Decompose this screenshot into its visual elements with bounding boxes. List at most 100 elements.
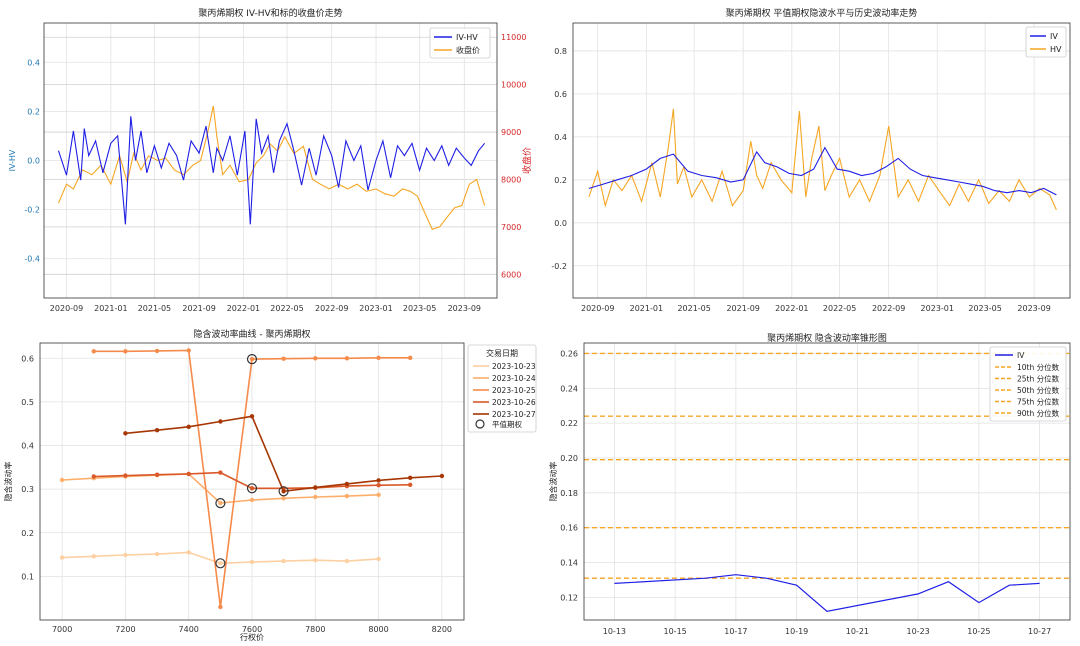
p1-title: 聚丙烯期权 IV-HV和标的收盘价走势 bbox=[198, 7, 342, 19]
p1-legend-label-close: 收盘价 bbox=[456, 45, 480, 55]
p3-y-tick-label: 0.3 bbox=[21, 485, 34, 494]
p1-x-tick-label: 2023-09 bbox=[448, 304, 481, 313]
p1-y2-tick-label: 10000 bbox=[501, 81, 526, 90]
p4-legend-label-percentile: 75th 分位数 bbox=[1017, 397, 1060, 407]
p3-point-2023-10-26 bbox=[408, 482, 413, 487]
p1-x-tick-label: 2022-09 bbox=[315, 304, 348, 313]
p3-point-2023-10-25 bbox=[123, 349, 128, 354]
p3-point-2023-10-23 bbox=[344, 558, 350, 564]
p2-legend-label-iv: IV bbox=[1050, 32, 1058, 41]
p3-legend-label-2023-10-26: 2023-10-26 bbox=[492, 398, 536, 407]
p3-point-2023-10-26 bbox=[91, 474, 97, 479]
p4-x-tick-label: 10-25 bbox=[967, 627, 990, 636]
p4-x-tick-label: 10-15 bbox=[664, 627, 687, 636]
p3-point-2023-10-24 bbox=[344, 493, 350, 499]
p3-series-line-2023-10-27 bbox=[125, 415, 442, 493]
p1-x-tick-label: 2022-01 bbox=[227, 304, 260, 313]
p1-y2-axis-label: 收盘价 bbox=[521, 147, 533, 174]
p4-y-axis-label: 隐含波动率 bbox=[548, 462, 558, 502]
p1-x-tick-label: 2021-09 bbox=[182, 304, 215, 313]
p3-x-tick-label: 8200 bbox=[432, 625, 452, 634]
p2-x-tick-label: 2022-01 bbox=[775, 304, 808, 313]
p4-legend-label-iv: IV bbox=[1017, 351, 1025, 360]
p3-legend-label-2023-10-23: 2023-10-23 bbox=[492, 362, 536, 371]
p4-legend-label-percentile: 50th 分位数 bbox=[1017, 385, 1060, 395]
p4-legend-label-percentile: 25th 分位数 bbox=[1017, 374, 1060, 384]
p3-atm-marker-2023-10-24 bbox=[215, 498, 226, 509]
p2-x-tick-label: 2023-09 bbox=[1017, 304, 1050, 313]
p1-y2-tick-label: 8000 bbox=[501, 175, 521, 184]
p3-point-2023-10-27 bbox=[249, 414, 255, 419]
p2-x-tick-label: 2023-01 bbox=[921, 304, 954, 313]
p3-point-2023-10-27 bbox=[344, 481, 350, 487]
p1-x-tick-label: 2022-05 bbox=[270, 304, 303, 313]
p2-x-tick-label: 2020-09 bbox=[581, 304, 614, 313]
p1-plot-frame bbox=[43, 22, 498, 299]
p4-legend-label-percentile: 90th 分位数 bbox=[1017, 408, 1060, 418]
p3-y-axis-label: 隐含波动率 bbox=[3, 462, 13, 502]
p3-point-2023-10-27 bbox=[376, 478, 381, 483]
p2-y-tick-label: 0.8 bbox=[554, 47, 567, 56]
p3-y-tick-label: 0.1 bbox=[21, 572, 34, 581]
p3-atm-marker-2023-10-26 bbox=[246, 483, 258, 494]
p3-point-2023-10-27 bbox=[218, 419, 223, 424]
p1-x-tick-label: 2021-01 bbox=[94, 304, 127, 313]
p1-y2-tick-label: 6000 bbox=[501, 270, 521, 279]
p3-y-tick-label: 0.4 bbox=[21, 442, 34, 451]
p3-point-2023-10-26 bbox=[154, 472, 160, 477]
p2-y-tick-label: -0.2 bbox=[551, 262, 567, 271]
p3-point-2023-10-23 bbox=[186, 550, 191, 555]
p3-point-2023-10-26 bbox=[376, 483, 381, 488]
p3-point-2023-10-24 bbox=[59, 477, 65, 483]
p4-x-tick-label: 10-19 bbox=[785, 627, 808, 636]
p3-x-tick-label: 8000 bbox=[368, 625, 388, 634]
p3-x-tick-label: 7600 bbox=[242, 625, 262, 634]
p3-atm-marker-2023-10-23 bbox=[215, 558, 226, 569]
p3-point-2023-10-23 bbox=[249, 559, 255, 565]
p3-point-2023-10-23 bbox=[313, 558, 318, 563]
p3-legend-atm-marker bbox=[475, 419, 485, 429]
p3-point-2023-10-26 bbox=[249, 486, 255, 491]
p3-x-tick-label: 7400 bbox=[179, 625, 199, 634]
p4-y-tick-label: 0.12 bbox=[560, 593, 578, 602]
p4-x-tick-label: 10-23 bbox=[907, 627, 930, 636]
p3-point-2023-10-27 bbox=[439, 473, 445, 479]
p3-point-2023-10-25 bbox=[376, 355, 381, 360]
p3-point-2023-10-25 bbox=[249, 356, 255, 362]
p4-legend bbox=[989, 346, 1067, 422]
p3-point-2023-10-27 bbox=[281, 489, 286, 494]
p3-legend-label-2023-10-27: 2023-10-27 bbox=[492, 410, 536, 419]
p1-x-tick-label: 2023-05 bbox=[403, 304, 436, 313]
p3-point-2023-10-23 bbox=[218, 561, 223, 566]
p3-point-2023-10-24 bbox=[218, 500, 223, 506]
p3-x-tick-label: 7000 bbox=[52, 625, 72, 634]
p4-title: 聚丙烯期权 隐含波动率锥形图 bbox=[767, 332, 887, 344]
p1-y-tick-label: -0.4 bbox=[24, 255, 40, 264]
p3-point-2023-10-27 bbox=[408, 475, 413, 480]
p3-point-2023-10-26 bbox=[186, 471, 191, 477]
p3-point-2023-10-25 bbox=[154, 348, 160, 354]
p4-x-tick-label: 10-13 bbox=[603, 627, 626, 636]
p3-point-2023-10-23 bbox=[376, 556, 381, 562]
p3-point-2023-10-25 bbox=[344, 356, 350, 361]
p1-y-axis-label: IV-HV bbox=[8, 149, 17, 171]
p3-atm-marker-2023-10-25 bbox=[246, 354, 258, 365]
p4-series-iv-line bbox=[614, 574, 1040, 612]
p3-point-2023-10-27 bbox=[313, 485, 318, 490]
p3-point-2023-10-24 bbox=[376, 492, 381, 497]
p2-y-tick-label: 0.2 bbox=[554, 176, 567, 185]
p3-point-2023-10-27 bbox=[154, 428, 160, 433]
p3-x-tick-label: 7800 bbox=[305, 625, 325, 634]
p1-y-tick-label: 0.4 bbox=[27, 58, 40, 67]
p1-y-tick-label: 0.2 bbox=[27, 107, 40, 116]
p4-x-tick-label: 10-27 bbox=[1028, 627, 1051, 636]
p1-x-tick-label: 2023-01 bbox=[359, 304, 392, 313]
p3-point-2023-10-23 bbox=[123, 552, 128, 558]
p4-y-tick-label: 0.14 bbox=[560, 559, 578, 568]
p2-x-tick-label: 2021-09 bbox=[726, 304, 759, 313]
p3-x-axis-label: 行权价 bbox=[240, 632, 264, 642]
p3-point-2023-10-24 bbox=[281, 496, 286, 501]
p4-y-tick-label: 0.22 bbox=[560, 419, 578, 428]
p1-y-tick-label: -0.2 bbox=[24, 206, 40, 215]
